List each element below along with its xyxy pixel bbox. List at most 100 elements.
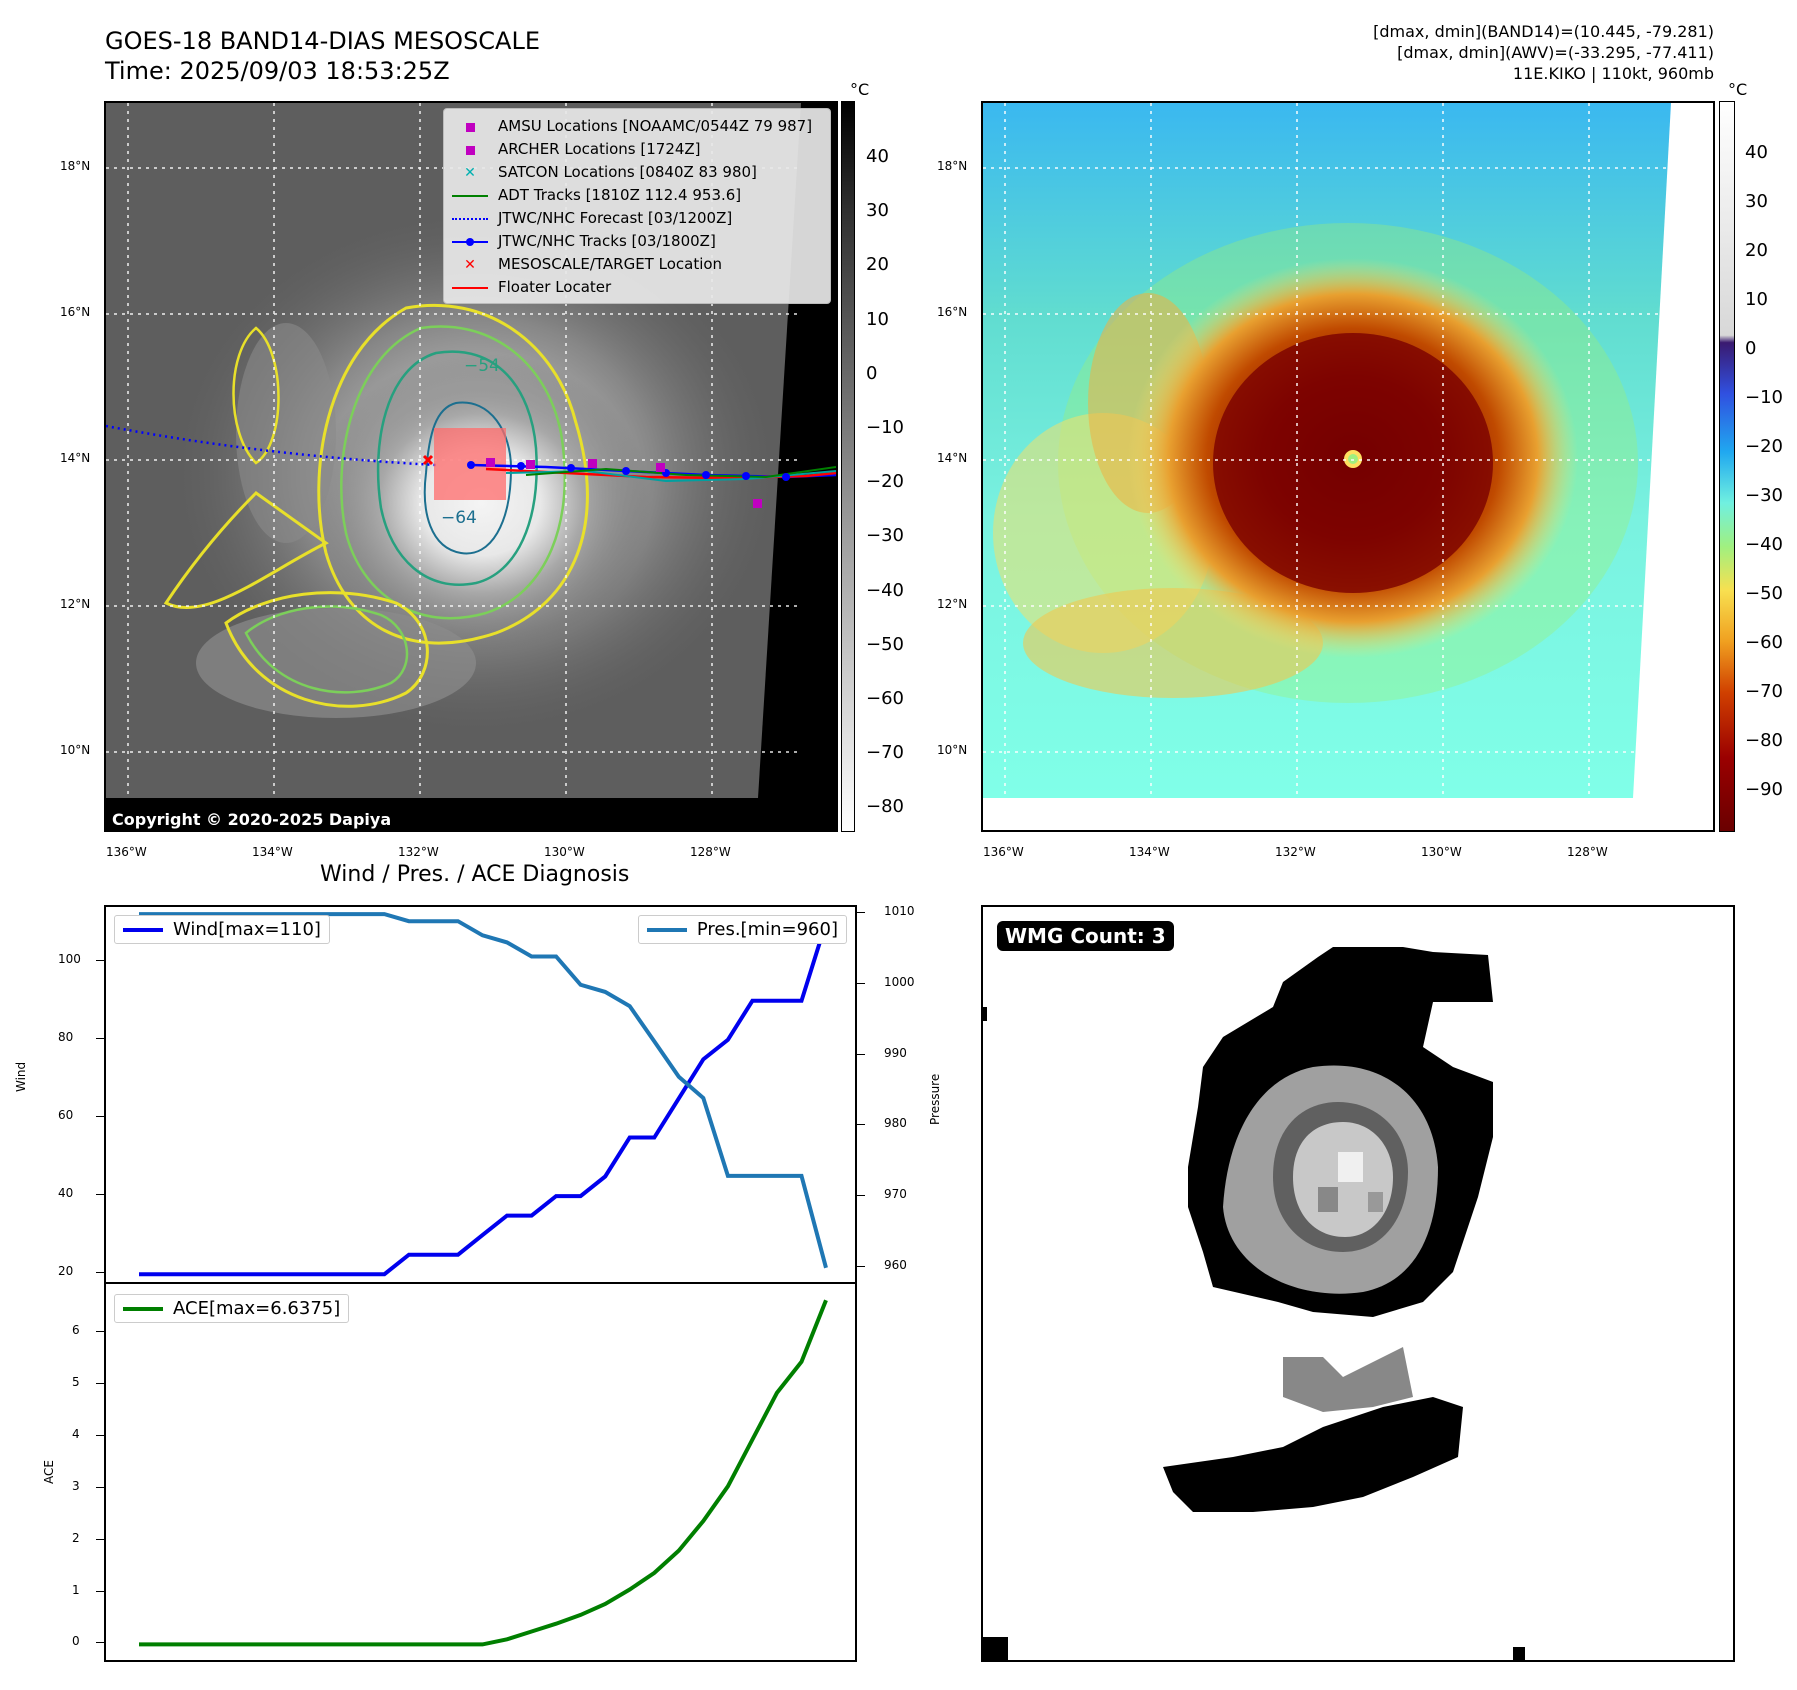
- lon-label: 130°W: [544, 845, 585, 859]
- lon-label: 132°W: [1275, 845, 1316, 859]
- wind-tick-mark: [96, 1037, 104, 1039]
- copyright-label: Copyright © 2020-2025 Dapiya: [106, 808, 398, 830]
- dmax-band14: [dmax, dmin](BAND14)=(10.445, -79.281): [1373, 22, 1714, 41]
- ace-tick-label: 3: [72, 1478, 80, 1493]
- lon-label: 130°W: [1421, 845, 1462, 859]
- legend-forecast: JTWC/NHC Forecast [03/1200Z]: [452, 207, 822, 230]
- colorbar-tick-label: −40: [866, 579, 904, 601]
- lon-label: 132°W: [398, 845, 439, 859]
- legend-amsu: AMSU Locations [NOAAMC/0544Z 79 987]: [452, 115, 822, 138]
- ace-tick-mark: [96, 1642, 104, 1644]
- ace-series-line: [139, 1299, 828, 1647]
- colorbar-tick-label: 30: [866, 200, 889, 222]
- pressure-tick-label: 1010: [884, 904, 915, 919]
- colorbar-tick-label: −50: [866, 633, 904, 655]
- legend-line-icon: [646, 927, 687, 932]
- legend-label: MESOSCALE/TARGET Location: [498, 255, 723, 273]
- lat-label: 10°N: [60, 743, 91, 757]
- legend-satcon: ✕ SATCON Locations [0840Z 83 980]: [452, 161, 822, 184]
- colorbar-tick-label: −10: [1745, 387, 1783, 408]
- lat-label: 14°N: [60, 451, 91, 465]
- legend-line-icon: [123, 927, 163, 932]
- ace-chart: ACE[max=6.6375]: [104, 1282, 857, 1662]
- colorbar-tick-label: −20: [866, 471, 904, 493]
- wind-tick-label: 100: [58, 951, 81, 966]
- colorbar-right: [1719, 101, 1735, 832]
- pressure-series-line: [139, 912, 828, 1269]
- x-marker-icon: ✕: [464, 256, 476, 273]
- ace-tick-mark: [96, 1434, 104, 1436]
- wind-tick-label: 40: [58, 1186, 74, 1201]
- lon-label: 134°W: [252, 845, 293, 859]
- wind-tick-label: 60: [58, 1107, 74, 1122]
- legend-label: ARCHER Locations [1724Z]: [498, 140, 701, 158]
- pressure-tick-label: 980: [884, 1116, 907, 1131]
- legend-tracks: JTWC/NHC Tracks [03/1800Z]: [452, 230, 822, 253]
- colorbar-tick-label: 10: [1745, 289, 1768, 310]
- wind-tick-mark: [96, 959, 104, 961]
- lat-label: 16°N: [60, 305, 91, 319]
- wind-pressure-plot: [139, 912, 828, 1277]
- colorbar-tick-label: −90: [1745, 779, 1783, 800]
- colorbar-tick-label: −50: [1745, 583, 1783, 604]
- awv-map: [981, 101, 1715, 832]
- ace-tick-mark: [96, 1486, 104, 1488]
- figure-time: Time: 2025/09/03 18:53:25Z: [105, 57, 450, 85]
- pressure-tick-label: 990: [884, 1045, 907, 1060]
- lon-label: 136°W: [983, 845, 1024, 859]
- line-dot-icon: [452, 232, 488, 252]
- colorbar-tick-label: −30: [866, 525, 904, 547]
- ace-tick-label: 5: [72, 1375, 80, 1390]
- wind-tick-label: 20: [58, 1264, 74, 1279]
- colorbar-tick-label: 0: [866, 362, 878, 384]
- colorbar-tick-label: −60: [1745, 632, 1783, 653]
- colorbar-tick-label: 40: [866, 146, 889, 167]
- colorbar-tick-label: −70: [866, 742, 904, 764]
- pressure-tick-mark: [857, 982, 865, 984]
- ace-tick-label: 1: [72, 1582, 80, 1597]
- figure-title: GOES-18 BAND14-DIAS MESOSCALE: [105, 27, 541, 55]
- contour-label-64: −64: [441, 508, 477, 528]
- lon-label: 128°W: [690, 845, 731, 859]
- dmax-awv: [dmax, dmin](AWV)=(-33.295, -77.411): [1397, 43, 1714, 62]
- colorbar-tick-label: −20: [1745, 436, 1783, 457]
- ace-tick-mark: [96, 1331, 104, 1333]
- lat-label: 14°N: [937, 451, 968, 465]
- ace-tick-mark: [96, 1383, 104, 1385]
- wind-axis-label: Wind: [14, 1061, 28, 1092]
- wind-tick-mark: [96, 1115, 104, 1117]
- legend-line-icon: [123, 1306, 163, 1311]
- lat-label: 18°N: [60, 159, 91, 173]
- wind-pressure-chart: Wind[max=110] Pres.[min=960]: [104, 905, 857, 1284]
- legend-target: ✕ MESOSCALE/TARGET Location: [452, 253, 822, 276]
- pressure-tick-mark: [857, 1195, 865, 1197]
- line-marker-icon: [452, 278, 488, 298]
- pressure-tick-label: 1000: [884, 974, 915, 989]
- legend-label: SATCON Locations [0840Z 83 980]: [498, 163, 757, 181]
- wmg-panel: WMG Count: 3: [981, 905, 1735, 1662]
- wind-series-line: [139, 922, 828, 1277]
- storm-info: 11E.KIKO | 110kt, 960mb: [1512, 64, 1714, 83]
- band14-map: Copyright © 2020-2025 Dapiya −54 −64 AMS…: [104, 101, 838, 832]
- colorbar-left-unit: °C: [850, 80, 870, 99]
- dotted-line-icon: [452, 209, 488, 229]
- pressure-tick-mark: [857, 912, 865, 914]
- wind-tick-mark: [96, 1194, 104, 1196]
- colorbar-right-unit: °C: [1728, 80, 1748, 99]
- legend-label: ADT Tracks [1810Z 112.4 953.6]: [498, 186, 742, 204]
- pressure-tick-mark: [857, 1265, 865, 1267]
- colorbar-tick-label: −40: [1745, 534, 1783, 555]
- pressure-axis-label: Pressure: [928, 1073, 942, 1125]
- colorbar-tick-label: −30: [1745, 485, 1783, 506]
- pressure-tick-label: 960: [884, 1257, 907, 1272]
- colorbar-tick-label: −70: [1745, 681, 1783, 702]
- legend-label: JTWC/NHC Forecast [03/1200Z]: [498, 209, 733, 227]
- colorbar-tick-label: 20: [866, 254, 889, 276]
- ace-tick-label: 4: [72, 1426, 80, 1441]
- colorbar-tick-label: 20: [1745, 240, 1768, 261]
- ace-axis-label: ACE: [42, 1460, 56, 1484]
- wind-tick-label: 80: [58, 1029, 74, 1044]
- legend-label: Floater Locater: [498, 278, 612, 296]
- pressure-tick-mark: [857, 1053, 865, 1055]
- lat-label: 12°N: [937, 597, 968, 611]
